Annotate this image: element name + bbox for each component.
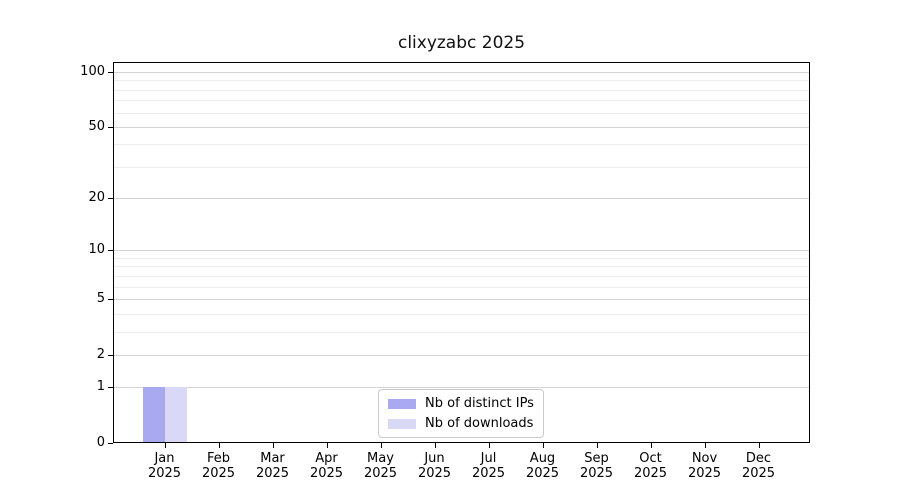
gridline-major xyxy=(113,298,810,300)
x-tick-label: Oct 2025 xyxy=(633,451,668,481)
x-tick-mark xyxy=(650,443,652,448)
x-tick-mark xyxy=(164,443,166,448)
y-tick-mark xyxy=(108,387,113,389)
x-tick-mark xyxy=(542,443,544,448)
x-tick-label: Apr 2025 xyxy=(309,451,344,481)
gridline-minor xyxy=(113,144,810,146)
y-tick-mark xyxy=(108,72,113,73)
legend-item-distinct-ips: Nb of distinct IPs xyxy=(388,396,534,411)
gridline-major xyxy=(113,126,810,128)
x-tick-label: Jan 2025 xyxy=(147,451,182,481)
x-tick-mark xyxy=(758,443,760,448)
x-tick-label: Jun 2025 xyxy=(417,451,452,481)
x-tick-label: Feb 2025 xyxy=(201,451,236,481)
x-tick-mark xyxy=(488,443,490,448)
gridline-major xyxy=(113,354,810,356)
legend: Nb of distinct IPs Nb of downloads xyxy=(378,389,544,438)
legend-swatch-distinct-ips xyxy=(388,398,416,409)
x-tick-mark xyxy=(218,443,220,448)
bar-downloads xyxy=(164,387,187,442)
plot-frame xyxy=(113,62,810,443)
gridline-minor xyxy=(113,100,810,102)
gridline-major xyxy=(113,198,810,200)
legend-label-downloads: Nb of downloads xyxy=(425,416,534,431)
gridline-minor xyxy=(113,257,810,259)
gridline-minor xyxy=(113,331,810,333)
y-tick-label: 100 xyxy=(80,64,105,79)
x-tick-mark xyxy=(326,443,328,448)
x-tick-label: Dec 2025 xyxy=(741,451,776,481)
gridline-minor xyxy=(113,313,810,315)
x-tick-mark xyxy=(272,443,274,448)
gridline-minor xyxy=(113,112,810,114)
gridline-major xyxy=(113,250,810,252)
y-tick-mark xyxy=(108,126,113,128)
x-tick-label: May 2025 xyxy=(363,451,398,481)
gridline-minor xyxy=(113,286,810,288)
chart-title: clixyzabc 2025 xyxy=(397,33,526,53)
y-tick-label: 0 xyxy=(96,435,105,450)
x-tick-label: Nov 2025 xyxy=(687,451,722,481)
y-tick-label: 2 xyxy=(96,346,105,362)
x-tick-mark xyxy=(596,443,598,448)
gridline-minor xyxy=(113,80,810,82)
y-tick-label: 5 xyxy=(96,290,105,306)
gridline-minor xyxy=(113,275,810,277)
y-tick-mark xyxy=(108,354,113,356)
gridline-major xyxy=(113,387,810,389)
gridline-major xyxy=(113,72,810,73)
y-tick-mark xyxy=(108,250,113,252)
x-tick-label: Mar 2025 xyxy=(255,451,290,481)
plot-area: Nb of distinct IPs Nb of downloads xyxy=(113,62,810,443)
y-tick-label: 10 xyxy=(88,242,105,258)
y-tick-label: 20 xyxy=(88,190,105,206)
x-tick-label: Jul 2025 xyxy=(471,451,506,481)
legend-label-distinct-ips: Nb of distinct IPs xyxy=(425,396,534,411)
legend-item-downloads: Nb of downloads xyxy=(388,416,534,431)
gridline-minor xyxy=(113,266,810,268)
legend-swatch-downloads xyxy=(388,418,416,429)
y-tick-label: 50 xyxy=(88,118,105,134)
gridline-minor xyxy=(113,89,810,91)
x-tick-mark xyxy=(434,443,436,448)
x-tick-label: Aug 2025 xyxy=(525,451,560,481)
gridline-minor xyxy=(113,166,810,168)
y-tick-mark xyxy=(108,443,113,444)
y-tick-label: 1 xyxy=(96,379,105,395)
y-tick-mark xyxy=(108,198,113,200)
y-tick-mark xyxy=(108,298,113,300)
bar-distinct-ips xyxy=(142,387,165,442)
x-tick-mark xyxy=(704,443,706,448)
x-tick-label: Sep 2025 xyxy=(579,451,614,481)
x-tick-mark xyxy=(380,443,382,448)
